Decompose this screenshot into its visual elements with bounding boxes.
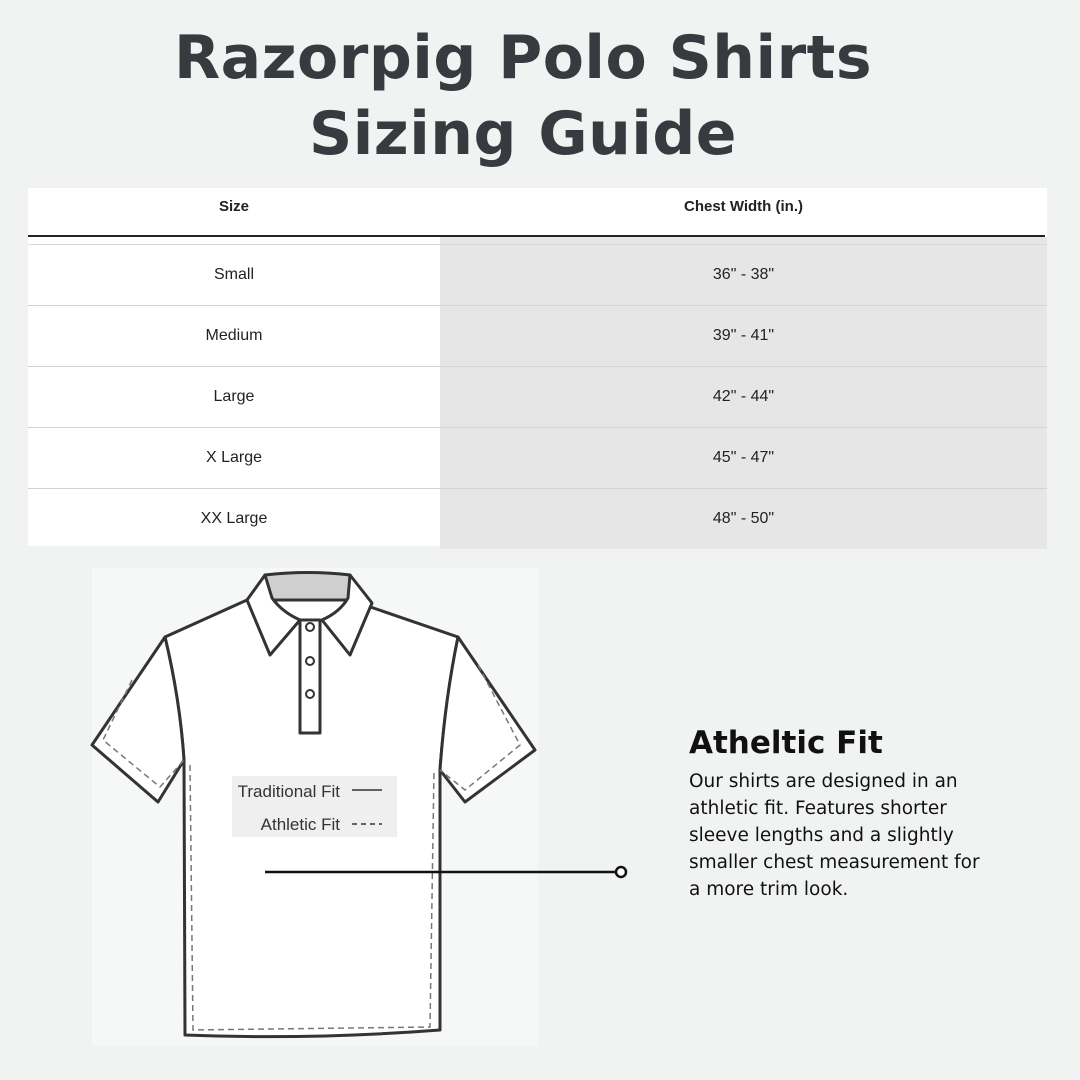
header-size: Size: [218, 198, 249, 215]
table-header: Size Chest Width (in.): [28, 188, 1045, 237]
collar-back: [263, 571, 352, 602]
size-cell: X Large: [205, 449, 263, 466]
size-cell: Large: [213, 388, 255, 405]
table-row: Large 42" - 44": [28, 367, 1047, 428]
chest-width-cell: 45" - 47": [440, 428, 1047, 488]
table-row: X Large 45" - 47": [28, 428, 1047, 489]
collar-right: [320, 573, 374, 657]
page-title: Razorpig Polo Shirts Sizing Guide: [173, 23, 873, 169]
athletic-fit-description: Atheltic Fit Our shirts are designed in …: [689, 722, 989, 903]
table-body: Small 36" - 38" Medium 39" - 41" Large 42" - …: [28, 244, 1047, 549]
callout-dot: [614, 865, 628, 879]
fit-legend: [232, 776, 397, 837]
legend-traditional: Traditional Fit: [238, 782, 341, 801]
table-row: Small 36" - 38": [28, 245, 1047, 306]
right-sleeve: [438, 635, 537, 804]
legend-athletic: Athletic Fit: [261, 815, 341, 834]
fit-body: Our shirts are designed in an athletic f…: [689, 771, 980, 900]
left-sleeve: [90, 635, 186, 804]
placket: [298, 618, 322, 735]
chest-width-cell: 39" - 41": [440, 306, 1047, 366]
chest-width-cell: 36" - 38": [440, 245, 1047, 305]
collar-left: [245, 573, 302, 657]
size-cell: Small: [213, 266, 254, 283]
fit-heading: Atheltic Fit: [689, 725, 883, 761]
chest-width-cell: 48" - 50": [440, 489, 1047, 549]
header-chest-width: Chest Width (in.): [683, 198, 803, 215]
size-cell: Medium: [205, 327, 263, 344]
column-shade: [440, 237, 1047, 245]
athletic-fit-outline: [102, 664, 521, 1031]
size-table: Size Chest Width (in.) Small 36" - 38" Med…: [28, 188, 1047, 549]
size-cell: XX Large: [200, 510, 268, 527]
chest-width-cell: 42" - 44": [440, 367, 1047, 427]
table-row: Medium 39" - 41": [28, 306, 1047, 367]
table-row: XX Large 48" - 50": [28, 489, 1047, 549]
